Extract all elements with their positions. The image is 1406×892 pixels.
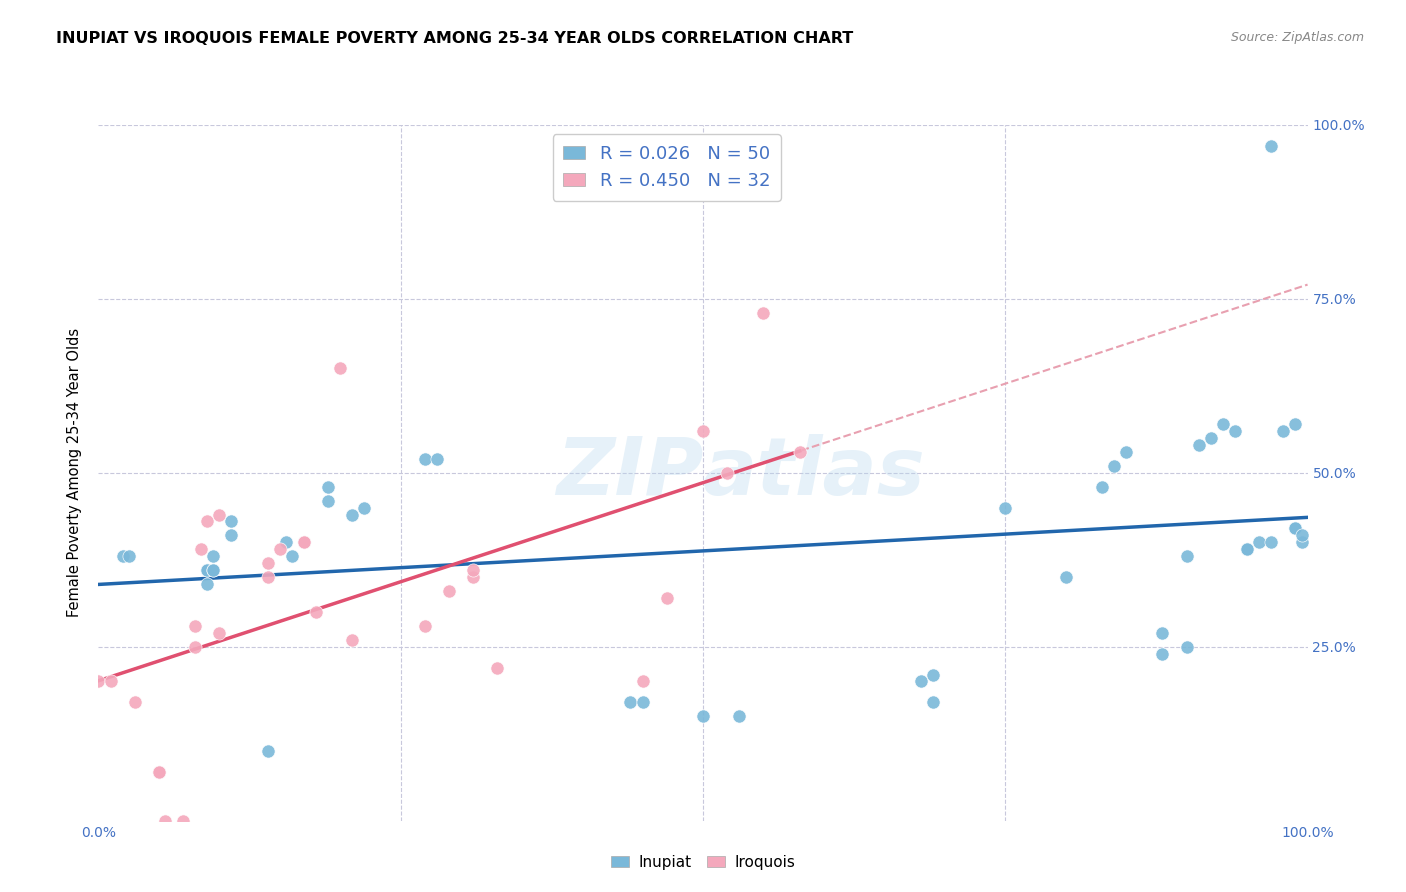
Text: Source: ZipAtlas.com: Source: ZipAtlas.com: [1230, 31, 1364, 45]
Point: [692, 709, 714, 723]
Point: [1284, 521, 1306, 535]
Point: [1175, 640, 1198, 654]
Point: [655, 591, 678, 605]
Point: [305, 605, 328, 619]
Point: [463, 570, 485, 584]
Point: [202, 549, 225, 564]
Point: [413, 619, 436, 633]
Point: [274, 535, 297, 549]
Text: atlas: atlas: [703, 434, 925, 512]
Point: [728, 709, 751, 723]
Point: [269, 542, 291, 557]
Point: [292, 535, 315, 549]
Text: INUPIAT VS IROQUOIS FEMALE POVERTY AMONG 25-34 YEAR OLDS CORRELATION CHART: INUPIAT VS IROQUOIS FEMALE POVERTY AMONG…: [56, 31, 853, 46]
Point: [426, 451, 449, 466]
Point: [631, 695, 654, 709]
Point: [184, 619, 207, 633]
Point: [1115, 445, 1137, 459]
Point: [1152, 625, 1174, 640]
Point: [1091, 480, 1114, 494]
Point: [1260, 138, 1282, 153]
Point: [195, 563, 218, 577]
Point: [692, 424, 714, 438]
Point: [172, 814, 194, 828]
Point: [1284, 417, 1306, 431]
Point: [1291, 528, 1313, 542]
Point: [342, 632, 364, 647]
Point: [329, 361, 352, 376]
Point: [316, 493, 339, 508]
Point: [921, 695, 943, 709]
Point: [148, 764, 170, 779]
Point: [221, 528, 243, 542]
Point: [1152, 647, 1174, 661]
Point: [281, 549, 304, 564]
Point: [184, 640, 207, 654]
Point: [256, 570, 278, 584]
Point: [1212, 417, 1234, 431]
Point: [1188, 438, 1211, 452]
Point: [752, 306, 775, 320]
Point: [221, 515, 243, 529]
Point: [195, 563, 218, 577]
Point: [716, 466, 738, 480]
Point: [1102, 458, 1125, 473]
Point: [631, 674, 654, 689]
Point: [486, 660, 509, 674]
Point: [789, 445, 811, 459]
Point: [202, 563, 225, 577]
Point: [202, 563, 225, 577]
Point: [619, 695, 641, 709]
Point: [1175, 549, 1198, 564]
Point: [100, 674, 122, 689]
Point: [1284, 521, 1306, 535]
Point: [463, 563, 485, 577]
Point: [195, 515, 218, 529]
Point: [153, 814, 176, 828]
Point: [256, 556, 278, 570]
Point: [994, 500, 1017, 515]
Point: [208, 508, 231, 522]
Point: [1199, 431, 1222, 445]
Point: [437, 584, 460, 599]
Point: [256, 744, 278, 758]
Point: [1054, 570, 1077, 584]
Legend: Inupiat, Iroquois: Inupiat, Iroquois: [605, 848, 801, 876]
Point: [910, 674, 932, 689]
Point: [118, 549, 141, 564]
Point: [1236, 542, 1258, 557]
Point: [353, 500, 375, 515]
Point: [413, 451, 436, 466]
Point: [111, 549, 134, 564]
Point: [292, 535, 315, 549]
Point: [1236, 542, 1258, 557]
Y-axis label: Female Poverty Among 25-34 Year Olds: Female Poverty Among 25-34 Year Olds: [67, 328, 83, 617]
Text: ZIP: ZIP: [555, 434, 703, 512]
Point: [208, 625, 231, 640]
Point: [195, 577, 218, 591]
Point: [316, 480, 339, 494]
Point: [1249, 535, 1271, 549]
Point: [1291, 535, 1313, 549]
Point: [1272, 424, 1295, 438]
Point: [87, 674, 110, 689]
Point: [1260, 535, 1282, 549]
Point: [148, 764, 170, 779]
Point: [921, 667, 943, 681]
Point: [342, 508, 364, 522]
Point: [1223, 424, 1246, 438]
Point: [190, 542, 212, 557]
Point: [124, 695, 146, 709]
